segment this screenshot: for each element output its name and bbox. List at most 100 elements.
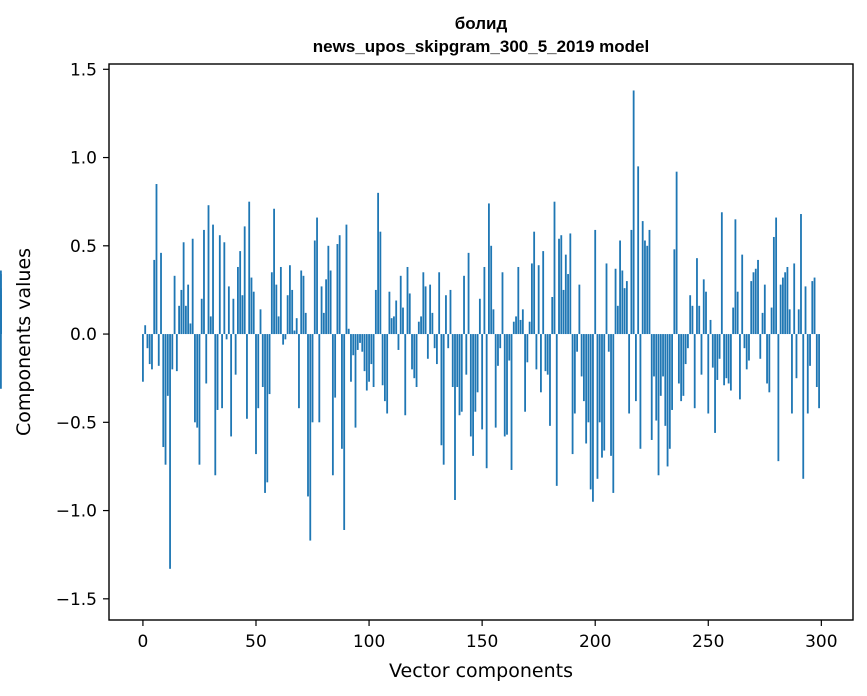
bar — [736, 291, 739, 335]
bar — [189, 323, 192, 335]
bar — [379, 231, 382, 335]
bar — [546, 334, 549, 375]
bar — [164, 334, 167, 465]
bar — [275, 284, 278, 335]
bar — [386, 334, 389, 414]
bar — [424, 286, 427, 335]
x-axis-ticks: 0 50 100 150 200 250 300 — [138, 620, 838, 652]
bar — [203, 229, 205, 335]
bar — [248, 201, 251, 335]
bar — [397, 334, 400, 350]
bar — [225, 334, 228, 340]
bar — [431, 312, 434, 335]
bar — [689, 295, 692, 335]
bar — [356, 334, 359, 350]
bar — [725, 334, 728, 379]
bar — [585, 334, 588, 444]
bar — [560, 235, 563, 335]
bar — [264, 334, 266, 493]
bar — [711, 334, 714, 368]
bar — [223, 242, 226, 335]
bar — [601, 334, 603, 458]
bar — [616, 305, 619, 335]
bar — [621, 270, 624, 335]
bar — [180, 289, 183, 335]
bar — [741, 254, 744, 335]
bar — [408, 293, 411, 335]
bar — [578, 284, 581, 335]
bar — [454, 334, 456, 500]
bar — [603, 334, 606, 451]
bar — [815, 334, 818, 388]
bar — [666, 334, 669, 467]
bar — [370, 334, 373, 365]
y-tick-label: 0.5 — [70, 237, 97, 257]
bar — [702, 279, 705, 335]
bar — [592, 334, 594, 502]
bar — [458, 334, 461, 416]
bar — [687, 334, 689, 349]
bar — [334, 334, 337, 398]
bar — [544, 334, 547, 372]
bar — [402, 307, 404, 335]
x-tick-label: 100 — [353, 632, 385, 652]
x-axis-label: Vector components — [389, 660, 573, 682]
bar — [494, 334, 497, 428]
bar — [723, 334, 726, 386]
bar — [632, 90, 635, 335]
bar — [234, 334, 237, 375]
bar — [607, 334, 610, 352]
bar — [478, 298, 481, 335]
bar-series — [0, 90, 820, 569]
bar — [506, 334, 508, 435]
bar — [555, 334, 558, 486]
bar — [184, 305, 187, 335]
bar — [232, 298, 235, 335]
bar — [673, 249, 676, 335]
bar — [537, 265, 540, 335]
bar — [336, 244, 339, 335]
bar — [614, 268, 617, 335]
bar — [246, 334, 248, 419]
bar — [0, 334, 2, 389]
bar — [298, 334, 300, 409]
bar — [612, 334, 615, 493]
bar — [239, 251, 242, 335]
x-tick-label: 200 — [579, 632, 611, 652]
bar — [302, 275, 305, 335]
bar — [440, 334, 443, 446]
bar — [582, 334, 585, 402]
bar — [368, 334, 370, 382]
bar — [623, 288, 626, 335]
bar — [157, 334, 160, 366]
bar — [142, 334, 144, 382]
bar — [417, 321, 420, 335]
bar — [307, 334, 309, 497]
y-axis-ticks: −1.5 −1.0 −0.5 0.0 0.5 1.0 1.5 — [56, 60, 109, 610]
bar — [300, 270, 303, 335]
bar — [273, 208, 275, 335]
bar — [413, 334, 416, 379]
bar — [637, 166, 640, 335]
bar — [169, 334, 171, 569]
bar — [573, 334, 576, 414]
bar — [404, 334, 407, 416]
bar — [472, 334, 474, 456]
bar — [757, 259, 759, 335]
bar — [318, 334, 321, 423]
bar — [372, 334, 375, 388]
bar — [576, 334, 579, 352]
bar — [768, 334, 771, 393]
bar — [779, 284, 782, 335]
bar — [237, 266, 239, 335]
bar — [777, 334, 780, 462]
bar — [533, 231, 536, 335]
bar — [259, 309, 262, 335]
bar — [508, 334, 511, 361]
bar — [659, 334, 662, 396]
bar — [646, 245, 649, 335]
bar — [786, 266, 789, 335]
bar — [227, 286, 230, 335]
bar — [797, 309, 800, 335]
